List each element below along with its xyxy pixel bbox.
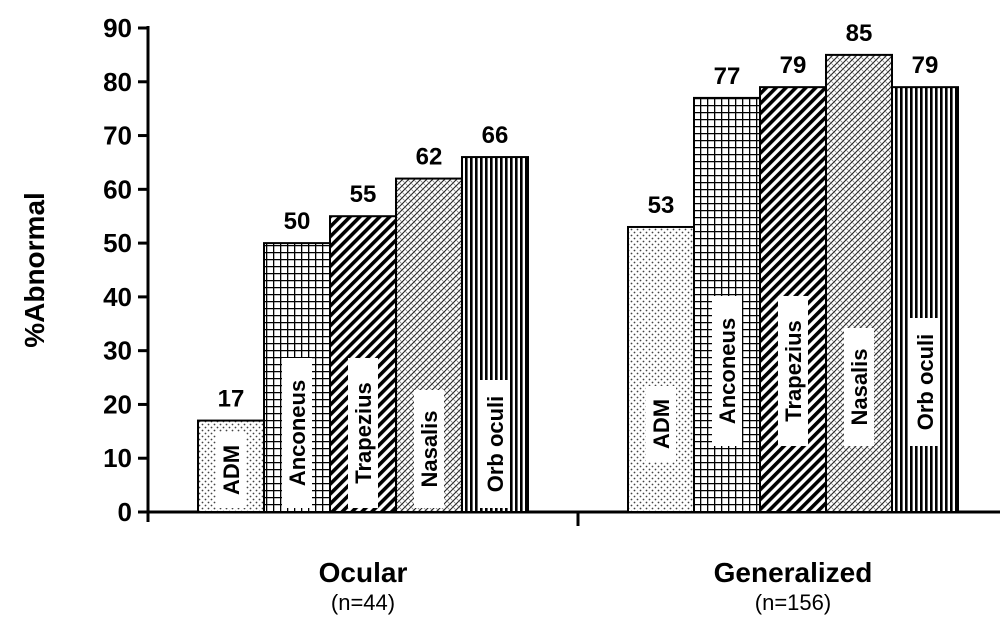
y-tick-label: 80 bbox=[103, 67, 132, 97]
bar-category-label: Anconeus bbox=[715, 318, 740, 424]
y-tick-label: 70 bbox=[103, 121, 132, 151]
y-tick-label: 40 bbox=[103, 282, 132, 312]
bar-label-box bbox=[282, 358, 312, 508]
bar-value-label: 62 bbox=[416, 144, 443, 171]
bar-label-box bbox=[910, 318, 940, 446]
y-tick-label: 10 bbox=[103, 443, 132, 473]
y-tick-label: 60 bbox=[103, 174, 132, 204]
bar-category-label: Anconeus bbox=[285, 380, 310, 486]
y-tick-label: 30 bbox=[103, 336, 132, 366]
bar-category-label: ADM bbox=[649, 399, 674, 449]
bar-category-label: Trapezius bbox=[351, 382, 376, 483]
bar-label-box bbox=[216, 432, 246, 508]
x-group-label: Generalized bbox=[714, 557, 873, 588]
bar-category-label: Nasalis bbox=[847, 348, 872, 425]
y-axis-title: %Abnormal bbox=[19, 192, 50, 348]
y-tick-label: 0 bbox=[118, 497, 132, 527]
x-group-sample-size: (n=156) bbox=[755, 590, 831, 615]
bar-label-box bbox=[778, 296, 808, 446]
bar-label-box bbox=[646, 386, 676, 462]
bar-value-label: 77 bbox=[714, 63, 741, 90]
x-group-sample-size: (n=44) bbox=[331, 590, 395, 615]
bar-value-label: 53 bbox=[648, 192, 675, 219]
bar-label-box bbox=[844, 328, 874, 446]
bar-value-label: 66 bbox=[482, 122, 509, 149]
bar bbox=[891, 86, 959, 514]
bar-category-label: Orb oculi bbox=[913, 334, 938, 431]
bar-label-box bbox=[414, 390, 444, 508]
x-group-label: Ocular bbox=[319, 557, 408, 588]
bar bbox=[627, 225, 695, 513]
y-tick-label: 20 bbox=[103, 389, 132, 419]
plot-area: 0 10 20 30 40 50 60 70 80 90 %Abnormal 17 ADM 50 Ancon… bbox=[19, 13, 1000, 615]
bar-value-label: 85 bbox=[846, 20, 873, 47]
bar-category-label: Orb oculi bbox=[483, 396, 508, 493]
bar-category-label: ADM bbox=[219, 445, 244, 495]
bar-label-box bbox=[712, 296, 742, 446]
bar-value-label: 79 bbox=[780, 52, 807, 79]
bar-label-box bbox=[480, 380, 510, 508]
y-tick-label: 50 bbox=[103, 228, 132, 258]
y-tick-label: 90 bbox=[103, 13, 132, 43]
bar-value-label: 79 bbox=[912, 52, 939, 79]
bar-value-label: 55 bbox=[350, 181, 377, 208]
bar-label-box bbox=[348, 358, 378, 508]
bar-category-label: Trapezius bbox=[781, 320, 806, 421]
bar-value-label: 17 bbox=[218, 386, 245, 413]
bar-value-label: 50 bbox=[284, 208, 311, 235]
bar-category-label: Nasalis bbox=[417, 410, 442, 487]
